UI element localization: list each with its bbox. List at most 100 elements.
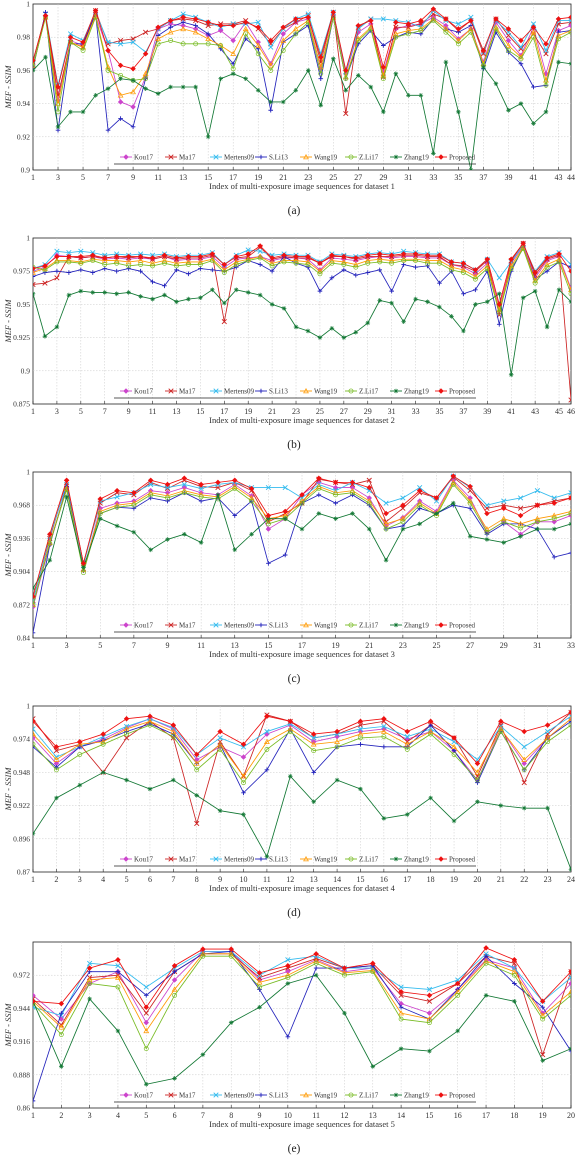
data-point <box>427 728 434 734</box>
series-line-ma17 <box>33 9 571 114</box>
data-point <box>405 24 411 30</box>
data-point <box>505 26 512 32</box>
legend-marker <box>213 856 219 862</box>
legend-label: Kou17 <box>134 856 154 864</box>
y-axis-label: MEF - SSIM <box>3 299 13 344</box>
legend-label: S.Li13 <box>269 1092 288 1100</box>
data-point <box>114 487 120 494</box>
data-point <box>130 88 136 95</box>
data-point <box>498 718 504 725</box>
data-point <box>401 262 406 267</box>
data-point <box>544 264 550 270</box>
data-point <box>90 290 96 295</box>
data-point <box>186 262 191 267</box>
data-point <box>485 299 490 305</box>
data-point <box>194 793 200 798</box>
data-point <box>455 21 462 27</box>
data-point <box>293 31 299 37</box>
data-point <box>299 526 305 532</box>
data-point <box>269 255 275 261</box>
x-tick-label: 17 <box>229 173 237 182</box>
data-point <box>366 500 372 506</box>
data-point <box>380 76 386 82</box>
data-point <box>147 722 153 728</box>
data-point <box>54 324 60 330</box>
panel-caption: (e) <box>288 1143 301 1155</box>
data-point <box>544 255 550 261</box>
x-tick-label: 11 <box>197 641 205 650</box>
data-point <box>102 266 108 271</box>
data-point <box>521 779 527 786</box>
data-point <box>148 495 153 501</box>
data-point <box>280 31 286 37</box>
data-point <box>534 519 540 525</box>
data-point <box>556 287 562 293</box>
data-point <box>181 484 188 491</box>
data-point <box>115 1028 121 1034</box>
data-point <box>100 731 106 737</box>
data-point <box>86 976 93 983</box>
data-point <box>59 1010 64 1016</box>
data-point <box>474 760 481 767</box>
data-point <box>545 739 551 745</box>
data-point <box>472 267 479 273</box>
data-point <box>102 255 108 261</box>
data-point <box>143 86 148 91</box>
data-point <box>255 51 261 57</box>
data-point <box>506 107 511 113</box>
data-point <box>174 263 179 269</box>
data-point <box>80 560 87 567</box>
data-point <box>245 251 251 257</box>
data-point <box>368 84 374 90</box>
legend-label: Wang19 <box>314 622 338 630</box>
data-point <box>551 526 557 532</box>
data-point <box>167 17 174 24</box>
data-point <box>174 267 179 273</box>
legend-marker <box>438 388 444 394</box>
data-point <box>472 276 478 282</box>
data-point <box>118 116 123 121</box>
data-point <box>543 82 549 88</box>
data-point <box>256 979 263 985</box>
data-point <box>380 64 387 70</box>
data-point <box>455 1028 461 1034</box>
y-tick-label: 0.95 <box>17 300 30 309</box>
data-point <box>264 854 270 859</box>
data-point <box>472 273 479 279</box>
y-tick-label: 0.84 <box>17 634 30 643</box>
data-point <box>77 782 83 788</box>
data-point <box>310 731 317 737</box>
data-point <box>217 741 224 747</box>
data-point <box>118 76 123 81</box>
data-point <box>194 751 200 758</box>
data-point <box>356 73 361 78</box>
data-point <box>483 960 489 966</box>
x-tick-label: 19 <box>254 173 262 182</box>
data-point <box>568 1048 571 1054</box>
data-point <box>269 263 275 269</box>
data-point <box>305 328 311 334</box>
series-line-wang19 <box>33 718 571 777</box>
data-point <box>241 812 246 817</box>
data-point <box>544 268 550 274</box>
data-point <box>449 267 454 273</box>
data-point <box>484 510 490 517</box>
legend-marker <box>213 154 219 160</box>
data-point <box>498 803 504 808</box>
data-point <box>498 729 504 734</box>
x-tick-label: 12 <box>286 875 294 884</box>
data-point <box>149 260 156 266</box>
data-point <box>437 304 442 310</box>
x-tick-label: 4 <box>116 1111 120 1120</box>
data-point <box>400 526 406 532</box>
data-point <box>370 1064 376 1069</box>
data-point <box>468 17 474 24</box>
data-point <box>100 770 106 775</box>
data-point <box>42 263 48 269</box>
data-point <box>180 14 186 21</box>
data-point <box>172 969 177 974</box>
data-point <box>350 511 355 516</box>
data-point <box>433 495 440 501</box>
data-point <box>232 547 238 553</box>
data-point <box>90 252 96 258</box>
